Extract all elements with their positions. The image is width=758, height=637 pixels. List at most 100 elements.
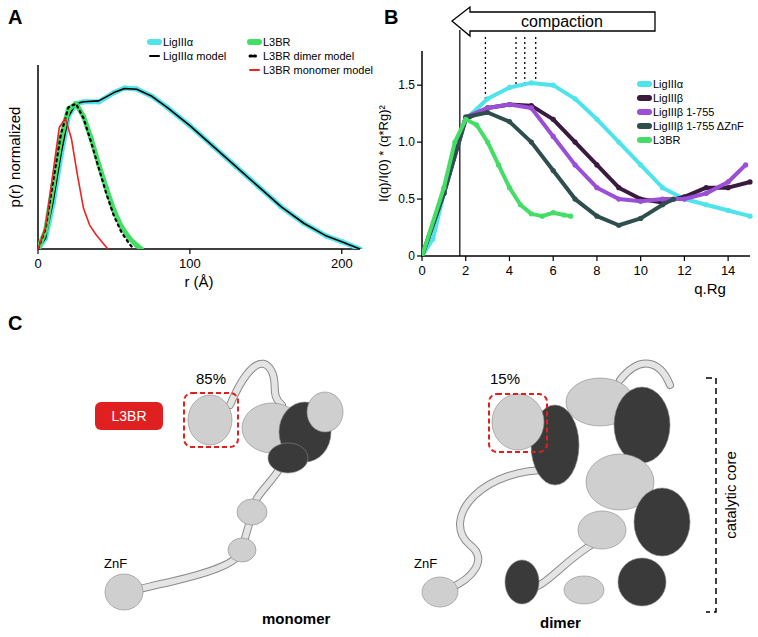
data-point — [572, 140, 577, 145]
data-point — [747, 214, 752, 219]
series-line — [422, 119, 571, 256]
core-label: catalytic core — [722, 451, 739, 539]
x-tick — [509, 256, 510, 261]
series-line — [38, 104, 141, 249]
data-point — [485, 105, 490, 110]
data-point — [134, 243, 139, 248]
data-point — [430, 236, 435, 241]
peak-line — [535, 37, 536, 83]
legend-label: L3BR — [263, 36, 291, 48]
x-tick — [465, 256, 466, 261]
x-tick — [189, 249, 190, 254]
data-point — [572, 162, 577, 167]
data-point — [616, 223, 621, 228]
x-tick — [728, 256, 729, 261]
data-point — [119, 224, 124, 229]
data-point — [551, 117, 556, 122]
annotation: compaction — [521, 13, 603, 30]
data-point — [743, 162, 748, 167]
data-point — [704, 185, 709, 190]
data-point — [638, 162, 643, 167]
series-line — [38, 118, 108, 249]
data-point — [594, 214, 599, 219]
data-point — [518, 202, 523, 207]
data-point — [660, 185, 665, 190]
plot-area — [422, 80, 753, 256]
data-point — [616, 140, 621, 145]
data-point — [562, 212, 567, 217]
x-tick-label: 10 — [633, 263, 647, 278]
legend-swatch — [250, 55, 257, 58]
linker — [620, 364, 670, 385]
legend-label: LigIIIα — [163, 36, 194, 48]
x-tick-label: 2 — [462, 263, 469, 278]
x-tick-label: 0 — [418, 263, 425, 278]
znf-label: ZnF — [414, 556, 437, 571]
legend: LigIIIα LigIIIα model L3BR L3BR dimer model… — [150, 36, 373, 76]
data-point — [540, 214, 545, 219]
data-point — [726, 208, 731, 213]
domain-blob — [634, 488, 690, 556]
panel-label: B — [384, 6, 398, 28]
panel-label: A — [8, 6, 22, 28]
data-point — [452, 140, 457, 145]
data-point — [594, 185, 599, 190]
data-point — [616, 196, 621, 201]
data-point — [572, 96, 577, 101]
data-point — [529, 80, 534, 85]
peak-line — [524, 37, 525, 84]
legend-swatch — [640, 81, 649, 87]
data-point — [551, 210, 556, 215]
data-point — [594, 117, 599, 122]
fraction-label: 85% — [196, 370, 226, 387]
panel-1: B0246810121400.51.01.5q.RgI(q)/I(0) * (q… — [376, 6, 753, 297]
domain-blob — [505, 560, 539, 604]
y-tick-label: 0.5 — [398, 192, 415, 206]
state-label: monomer — [262, 610, 331, 627]
data-point — [139, 246, 144, 249]
data-point — [704, 191, 709, 196]
x-tick-label: 0 — [34, 256, 41, 271]
y-axis — [37, 65, 39, 249]
series-line — [38, 104, 134, 249]
data-point — [551, 168, 556, 173]
data-point — [682, 196, 687, 201]
data-point — [572, 196, 577, 201]
x-tick-label: 14 — [721, 263, 735, 278]
x-axis-label: r (Å) — [184, 273, 213, 290]
domain-blob — [105, 574, 143, 610]
x-tick — [640, 256, 641, 261]
legend-label: L3BR dimer model — [263, 50, 354, 62]
data-point — [463, 117, 468, 122]
y-tick-label: 1.5 — [398, 78, 415, 92]
figure: A0100200r (Å)p(r) normalizedLigIIIαLigII… — [0, 0, 758, 637]
state-label: dimer — [540, 614, 581, 631]
domain-blob — [564, 576, 604, 604]
linker — [135, 465, 282, 590]
y-tick — [417, 198, 422, 199]
data-point — [485, 140, 490, 145]
panel-0: A0100200r (Å)p(r) normalizedLigIIIαLigII… — [6, 6, 373, 290]
legend: LigIIIαLigIIIβLigIIIβ 1-755LigIIIβ 1-755… — [640, 78, 744, 146]
l3br-highlight — [184, 393, 238, 447]
x-axis — [38, 248, 360, 250]
znf-label: ZnF — [104, 556, 127, 571]
y-tick — [417, 142, 422, 143]
peak-line — [515, 37, 516, 86]
data-point — [704, 202, 709, 207]
dimer-structure: 15%ZnFdimercatalytic core — [414, 364, 739, 631]
legend-label: L3BR monomer model — [263, 64, 373, 76]
domain-blob — [228, 538, 256, 562]
data-point — [496, 162, 501, 167]
y-tick — [417, 85, 422, 86]
data-point — [463, 117, 468, 122]
domain-blob — [307, 392, 343, 432]
x-tick-label: 12 — [677, 263, 691, 278]
panel-c: C85%L3BRZnFmonomer15%ZnFdimercatalytic c… — [8, 312, 739, 631]
l3br-highlight — [489, 394, 547, 452]
domain-blob — [578, 511, 626, 549]
legend-label: LigIIIα model — [163, 50, 226, 62]
domain-blob — [422, 577, 458, 607]
x-tick — [421, 256, 422, 261]
legend-swatch — [640, 123, 649, 129]
